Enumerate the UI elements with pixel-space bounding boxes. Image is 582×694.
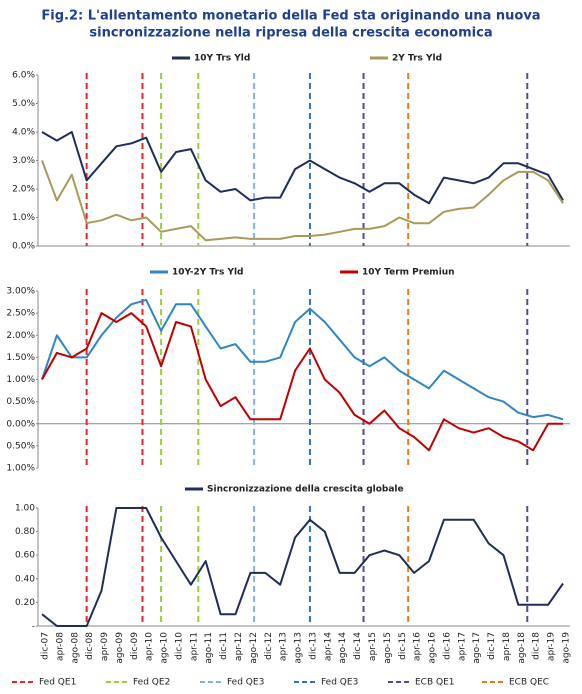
legend-label: 10Y Trs Yld bbox=[194, 54, 250, 64]
x-tick-label: dic-10 bbox=[174, 632, 184, 660]
legend-label: 2Y Trs Yld bbox=[392, 54, 442, 64]
x-tick-label: dic-18 bbox=[532, 632, 542, 660]
x-tick-label: apr-16 bbox=[413, 632, 423, 661]
x-tick-label: ago-12 bbox=[249, 632, 259, 664]
y-tick-label: 0.00% bbox=[6, 419, 35, 429]
y-tick-label: 1.50% bbox=[6, 353, 35, 363]
y-tick-label: 2.00% bbox=[6, 331, 35, 341]
x-tick-label: ago-11 bbox=[204, 632, 214, 664]
legend-label: Sincronizzazione della crescita globale bbox=[207, 485, 404, 495]
series-line bbox=[41, 507, 564, 627]
x-tick-label: apr-17 bbox=[457, 632, 467, 661]
y-tick-label: 0.50% bbox=[6, 397, 35, 407]
x-tick-label: ago-15 bbox=[383, 632, 393, 664]
y-tick-label: 1.00 bbox=[15, 504, 35, 514]
x-tick-label: apr-14 bbox=[323, 632, 333, 661]
x-tick-label: dic-11 bbox=[219, 632, 229, 660]
y-tick-label: 5.0% bbox=[12, 99, 35, 109]
legend-label: Fed QE2 bbox=[133, 678, 170, 688]
legend-label: Fed QE1 bbox=[39, 678, 76, 688]
x-tick-label: dic-09 bbox=[130, 632, 140, 660]
x-tick-label: ago-14 bbox=[338, 632, 348, 664]
y-tick-label: 0.0% bbox=[12, 242, 35, 252]
x-tick-label: dic-08 bbox=[85, 632, 95, 660]
y-tick-label: 3.00% bbox=[6, 287, 35, 297]
y-tick-label: 0.60 bbox=[15, 551, 35, 561]
y-tick-label: 1.00% bbox=[6, 375, 35, 385]
x-tick-label: apr-13 bbox=[279, 632, 289, 661]
chart-title: sincronizzazione nella ripresa della cre… bbox=[89, 26, 492, 41]
chart-title: Fig.2: L'allentamento monetario della Fe… bbox=[41, 9, 540, 24]
x-tick-label: ago-08 bbox=[70, 632, 80, 664]
x-tick-label: ago-10 bbox=[160, 632, 170, 664]
legend-label: Fed QE3 bbox=[321, 678, 358, 688]
legend-label: 10Y Term Premiun bbox=[362, 268, 455, 278]
y-tick-label: 0.40 bbox=[15, 574, 35, 584]
x-tick-label: apr-12 bbox=[234, 632, 244, 661]
x-tick-label: dic-12 bbox=[264, 632, 274, 660]
x-tick-label: ago-18 bbox=[517, 632, 527, 664]
x-tick-label: ago-13 bbox=[294, 632, 304, 664]
x-tick-label: dic-07 bbox=[41, 632, 51, 660]
y-tick-label: - bbox=[32, 622, 35, 632]
x-tick-label: apr-09 bbox=[100, 632, 110, 661]
x-tick-label: dic-13 bbox=[308, 632, 318, 660]
series-line bbox=[41, 312, 563, 452]
x-tick-label: ago-19 bbox=[562, 632, 572, 664]
x-tick-label: apr-15 bbox=[368, 632, 378, 661]
legend-label: ECB QE1 bbox=[415, 678, 455, 688]
x-tick-label: apr-08 bbox=[55, 632, 65, 661]
series-line bbox=[41, 131, 564, 205]
legend-label: 10Y-2Y Trs Yld bbox=[172, 268, 244, 278]
y-tick-label: 0.20 bbox=[15, 598, 35, 608]
y-tick-label: 0.80 bbox=[15, 527, 35, 537]
y-tick-label: 3.0% bbox=[12, 156, 35, 166]
x-tick-label: apr-19 bbox=[547, 632, 557, 661]
y-tick-label: 0.50% bbox=[6, 441, 35, 451]
x-tick-label: dic-15 bbox=[398, 632, 408, 660]
legend-label: Fed QE3 bbox=[227, 678, 264, 688]
x-tick-label: apr-18 bbox=[502, 632, 512, 661]
series-line bbox=[41, 298, 564, 421]
x-tick-label: ago-16 bbox=[428, 632, 438, 664]
x-tick-label: dic-14 bbox=[353, 632, 363, 660]
y-tick-label: 2.50% bbox=[6, 309, 35, 319]
series-line bbox=[41, 160, 564, 242]
y-tick-label: 4.0% bbox=[12, 128, 35, 138]
x-tick-label: dic-16 bbox=[442, 632, 452, 660]
y-tick-label: 6.0% bbox=[12, 71, 35, 81]
legend-label: ECB QEC bbox=[509, 678, 549, 688]
y-tick-label: 1.0% bbox=[12, 213, 35, 223]
x-tick-label: ago-17 bbox=[472, 632, 482, 664]
x-tick-label: dic-17 bbox=[487, 632, 497, 660]
x-tick-label: apr-10 bbox=[145, 632, 155, 661]
x-tick-label: ago-09 bbox=[115, 632, 125, 664]
x-tick-label: apr-11 bbox=[189, 632, 199, 661]
y-tick-label: 1.00% bbox=[6, 464, 35, 474]
y-tick-label: 2.0% bbox=[12, 185, 35, 195]
